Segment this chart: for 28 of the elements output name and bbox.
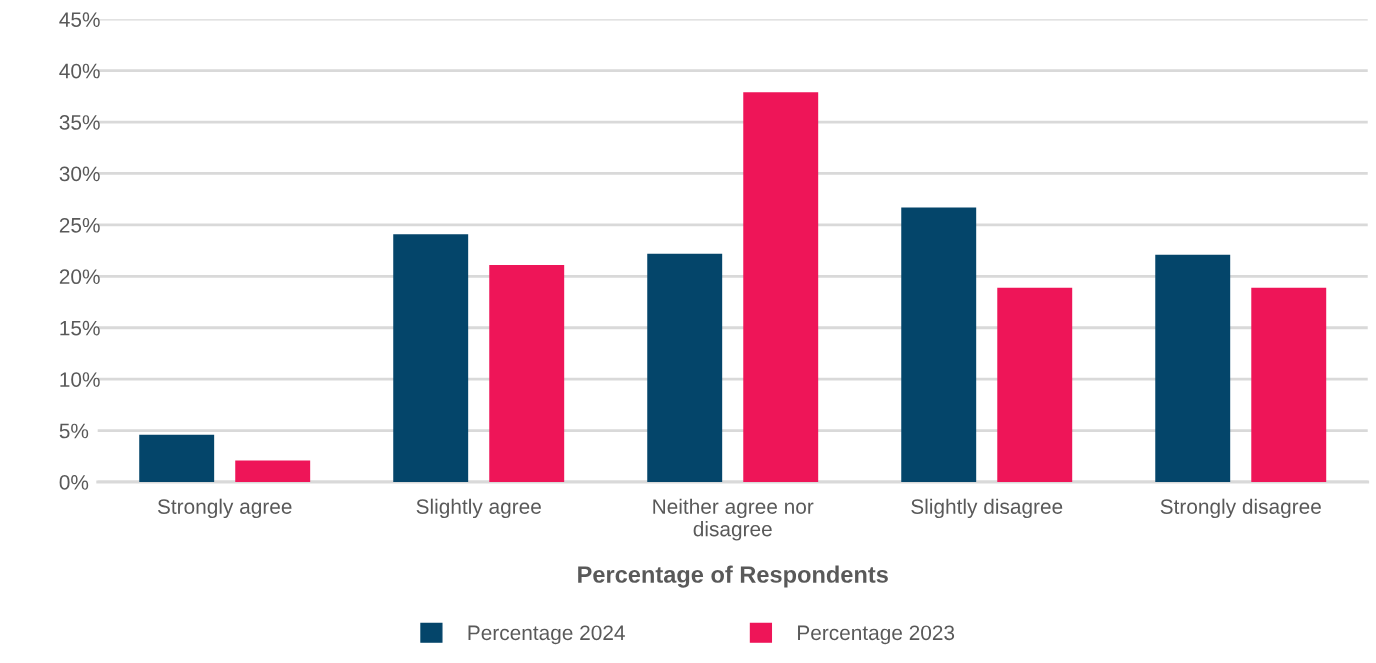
y-tick-label: 10% (60, 372, 100, 387)
y-tick-label: 15% (60, 320, 100, 336)
y-tick-label: 45% (59, 12, 100, 27)
bar (1155, 254, 1231, 482)
x-tick-label: Strongly disagree (1160, 498, 1321, 519)
y-tick-label: 25% (59, 217, 100, 233)
y-tick-label: 0% (59, 475, 89, 490)
bar (139, 434, 215, 482)
bar (235, 460, 311, 482)
y-tick-label: 20% (59, 269, 100, 285)
bar (901, 207, 977, 482)
bar (647, 253, 723, 482)
y-tick-label: 40% (59, 63, 100, 79)
x-tick-label: Slightly agree (416, 498, 541, 519)
x-tick-label: Strongly agree (157, 498, 292, 519)
x-axis-title: Percentage of Respondents (578, 565, 888, 588)
y-tick-label: 5% (59, 423, 89, 439)
bar (489, 265, 565, 482)
bar (743, 92, 819, 482)
legend-label: Percentage 2024 (468, 625, 625, 645)
y-tick-label: 35% (59, 115, 100, 130)
bar (997, 287, 1073, 482)
x-tick-label: Neither agree nor disagree (653, 498, 814, 541)
legend-label: Percentage 2023 (798, 625, 955, 645)
y-tick-label: 30% (59, 166, 100, 182)
x-tick-label: Slightly disagree (911, 498, 1063, 519)
bar (393, 234, 469, 482)
bar (1251, 287, 1327, 482)
